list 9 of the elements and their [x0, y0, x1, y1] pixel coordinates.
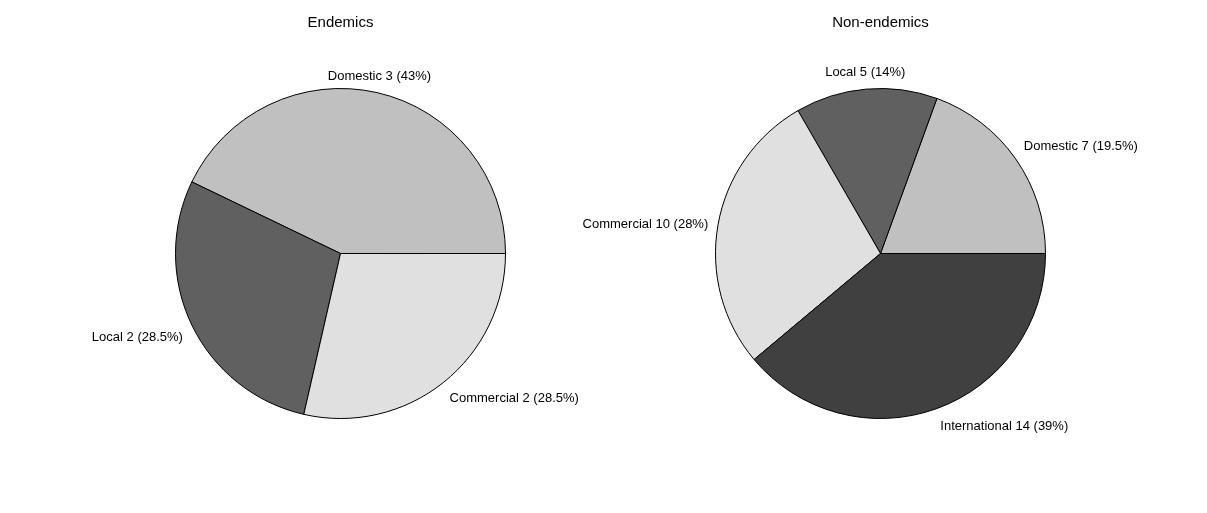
slice-label: Domestic 7 (19.5%)	[1023, 138, 1138, 154]
slice-label: Domestic 3 (43%)	[327, 67, 432, 83]
slice-label: Commercial 2 (28.5%)	[449, 390, 579, 406]
slice-label: International 14 (39%)	[940, 417, 1069, 433]
chart-title: Endemics	[307, 12, 374, 30]
chart-title: Non-endemics	[832, 12, 929, 30]
slice-label: Commercial 10 (28%)	[582, 215, 709, 231]
slice-label: Local 2 (28.5%)	[91, 329, 183, 345]
slice-label: Local 5 (14%)	[825, 64, 906, 80]
